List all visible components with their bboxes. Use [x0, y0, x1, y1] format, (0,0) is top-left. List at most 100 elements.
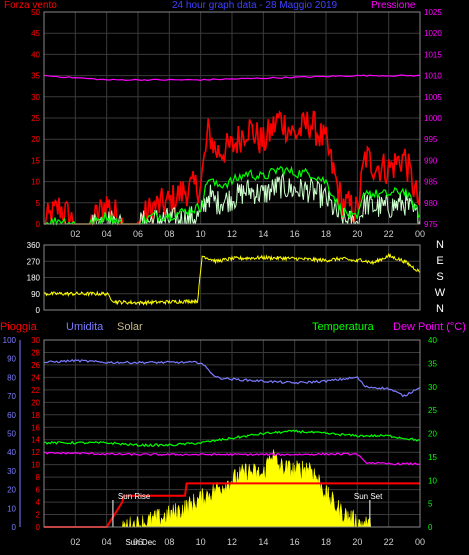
direction-ytick: 360 — [27, 241, 41, 250]
humidity-series-line — [43, 358, 421, 398]
rain-ytick: 28 — [31, 348, 40, 357]
humidity-ytick: 20 — [7, 486, 16, 495]
temperature-ytick: 40 — [428, 336, 437, 345]
compass-label: N — [436, 303, 444, 315]
wind-ytick: 0 — [36, 220, 41, 229]
rain-ytick: 12 — [31, 448, 40, 457]
temperature-ytick: 5 — [428, 500, 433, 509]
temperature-axis-title: Temperatura — [312, 321, 374, 333]
sunrise-label: Sun Rise — [118, 492, 151, 501]
rain-ytick: 14 — [31, 436, 40, 445]
wind-ytick: 10 — [31, 178, 40, 187]
rain-ytick: 8 — [36, 473, 41, 482]
climate-xtick: 22 — [384, 537, 394, 547]
rain-ytick: 22 — [31, 386, 40, 395]
climate-panel-frame — [43, 339, 421, 528]
wind-ytick: 25 — [31, 114, 40, 123]
humidity-ytick: 50 — [7, 430, 16, 439]
direction-panel-frame — [43, 244, 421, 311]
dewpoint-axis-title: Dew Point (°C) — [393, 321, 466, 333]
compass-label: S — [436, 271, 443, 283]
pressure-ytick: 995 — [424, 135, 438, 144]
wind-xtick: 08 — [164, 229, 174, 239]
rain-ytick: 0 — [36, 523, 41, 532]
humidity-ytick: 90 — [7, 355, 16, 364]
pressure-ytick: 1010 — [424, 72, 442, 81]
wind-ytick: 35 — [31, 72, 40, 81]
pressure-series-line — [43, 74, 421, 82]
compass-label: E — [436, 255, 443, 267]
wind-axis-title: Forza vento — [4, 0, 57, 11]
wind-ytick: 5 — [36, 199, 41, 208]
wind-xtick: 04 — [102, 229, 112, 239]
humidity-ytick: 60 — [7, 411, 16, 420]
climate-xtick: 00 — [415, 537, 425, 547]
pressure-ytick: 1020 — [424, 29, 442, 38]
rain-axis-title: Pioggia — [0, 321, 37, 333]
wind-xtick: 02 — [70, 229, 80, 239]
rain-ytick: 30 — [31, 336, 40, 345]
gust-series-line — [44, 110, 421, 227]
wind-ytick: 50 — [31, 8, 40, 17]
temperature-series-line — [43, 429, 421, 448]
humidity-ytick: 10 — [7, 504, 16, 513]
wind-xtick: 00 — [415, 229, 425, 239]
wind-xtick: 14 — [258, 229, 268, 239]
pressure-ytick: 975 — [424, 220, 438, 229]
humidity-ytick: 30 — [7, 467, 16, 476]
wind-panel-frame — [43, 11, 421, 225]
wind-xtick: 16 — [290, 229, 300, 239]
wind-ytick: 30 — [31, 93, 40, 102]
humidity-ytick: 70 — [7, 392, 16, 401]
rain-ytick: 6 — [36, 486, 41, 495]
rain-ytick: 24 — [31, 373, 40, 382]
sun-dec-label: Sun Dec — [125, 538, 156, 547]
humidity-ytick: 0 — [12, 523, 17, 532]
temperature-ytick: 10 — [428, 476, 437, 485]
climate-xtick: 14 — [258, 537, 268, 547]
temperature-ytick: 30 — [428, 383, 437, 392]
humidity-ytick: 100 — [3, 336, 17, 345]
temperature-ytick: 20 — [428, 430, 437, 439]
pressure-ytick: 1000 — [424, 114, 442, 123]
wind-xtick: 18 — [321, 229, 331, 239]
humidity-ytick: 40 — [7, 448, 16, 457]
avg-wind-series-line — [44, 165, 421, 227]
rain-ytick: 10 — [31, 461, 40, 470]
direction-ytick: 90 — [31, 290, 40, 299]
climate-xtick: 06 — [133, 537, 143, 547]
rain-ytick: 18 — [31, 411, 40, 420]
climate-xtick: 20 — [352, 537, 362, 547]
climate-xtick: 18 — [321, 537, 331, 547]
temperature-ytick: 15 — [428, 453, 437, 462]
climate-xtick: 02 — [70, 537, 80, 547]
humidity-ytick: 80 — [7, 373, 16, 382]
climate-xtick: 10 — [196, 537, 206, 547]
wind-ytick: 45 — [31, 29, 40, 38]
climate-xtick: 12 — [227, 537, 237, 547]
temperature-ytick: 0 — [428, 523, 433, 532]
temperature-ytick: 25 — [428, 406, 437, 415]
direction-series-line — [43, 252, 421, 307]
rain-ytick: 4 — [36, 498, 41, 507]
wind-xtick: 12 — [227, 229, 237, 239]
climate-xtick: 08 — [164, 537, 174, 547]
pressure-ytick: 990 — [424, 156, 438, 165]
pressure-ytick: 1015 — [424, 50, 442, 59]
direction-ytick: 270 — [27, 257, 41, 266]
wind-ytick: 15 — [31, 156, 40, 165]
climate-xtick: 16 — [290, 537, 300, 547]
compass-label: W — [435, 287, 446, 299]
sunset-label: Sun Set — [354, 492, 383, 501]
pressure-ytick: 1005 — [424, 93, 442, 102]
solar-axis-title: Solar — [117, 321, 143, 333]
humidity-axis-title: Umidita — [66, 321, 104, 333]
compass-label: N — [436, 239, 444, 251]
wind-ytick: 20 — [31, 135, 40, 144]
rain-ytick: 20 — [31, 398, 40, 407]
pressure-axis-title: Pressione — [371, 0, 416, 11]
pressure-ytick: 980 — [424, 199, 438, 208]
climate-xtick: 04 — [102, 537, 112, 547]
pressure-ytick: 985 — [424, 178, 438, 187]
